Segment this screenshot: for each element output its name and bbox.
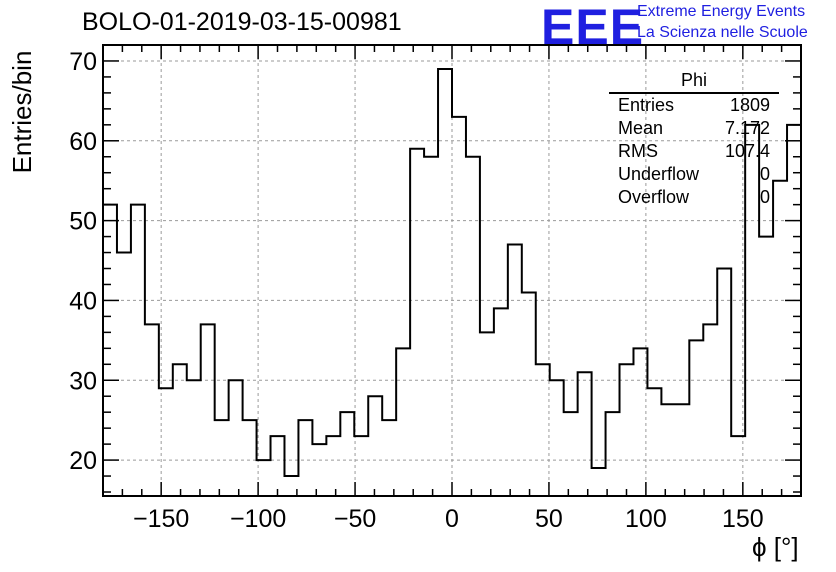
- eee-logo: EEE: [541, 0, 645, 55]
- grid-lines: [103, 45, 801, 496]
- y-tick-label: 70: [69, 48, 97, 76]
- histogram-outline: [103, 67, 801, 478]
- brand-line-1: Extreme Energy Events: [637, 3, 806, 20]
- y-tick-label: 40: [69, 287, 97, 315]
- x-tick-label: −150: [133, 505, 189, 533]
- stats-row-rms: RMS 107.4: [618, 141, 770, 161]
- stats-row-overflow: Overflow 0: [618, 187, 770, 207]
- x-tick-label: −100: [230, 505, 286, 533]
- axis-ticks: [102, 44, 802, 496]
- histogram-title: BOLO-01-2019-03-15-00981: [82, 8, 402, 36]
- brand-line-2: La Scienza nelle Scuole: [637, 24, 808, 41]
- x-tick-label: 100: [625, 505, 667, 533]
- axis-tick-labels: −150 −100 −50 0 50 100 150 20 30 40 50 60 70: [69, 48, 764, 533]
- stats-row-mean: Mean 7.172: [618, 118, 770, 138]
- x-tick-label: −50: [334, 505, 376, 533]
- stats-row-entries: Entries 1809: [618, 95, 770, 115]
- stats-title: Phi: [609, 70, 779, 94]
- y-tick-label: 20: [69, 447, 97, 475]
- y-tick-label: 60: [69, 128, 97, 156]
- y-tick-label: 50: [69, 208, 97, 236]
- x-axis-label: ϕ [°]: [752, 532, 799, 562]
- stats-row-underflow: Underflow 0: [618, 164, 770, 184]
- x-tick-label: 150: [722, 505, 764, 533]
- x-tick-label: 50: [535, 505, 563, 533]
- stats-box: Phi Entries 1809 Mean 7.172 RMS 107.4 Under…: [609, 70, 779, 209]
- x-tick-label: 0: [445, 505, 459, 533]
- y-tick-label: 30: [69, 367, 97, 395]
